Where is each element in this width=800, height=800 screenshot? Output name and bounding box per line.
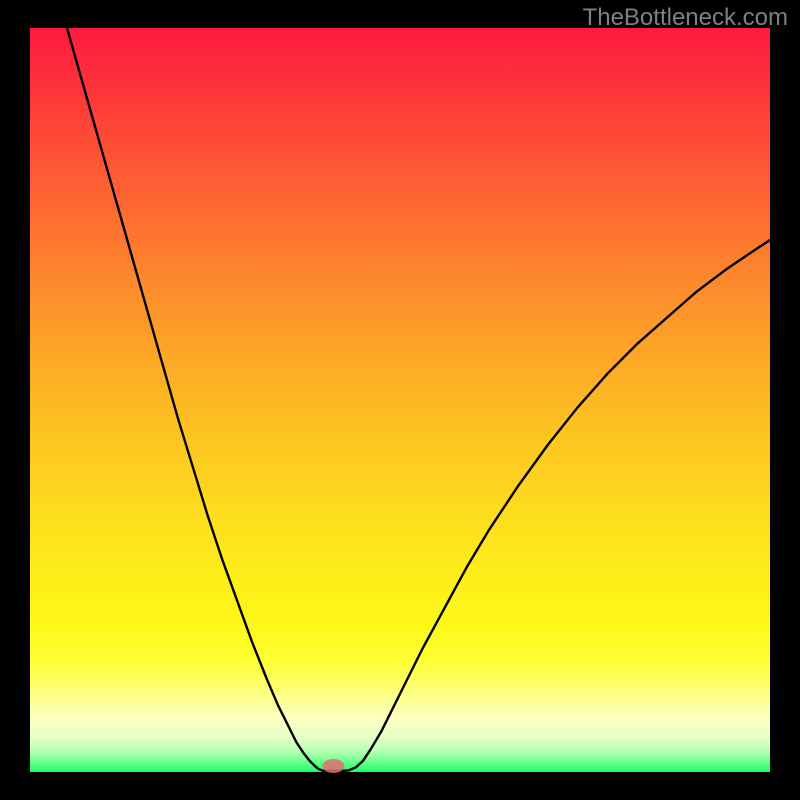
plot-background — [30, 28, 770, 772]
optimal-marker — [322, 759, 344, 773]
watermark-text: TheBottleneck.com — [583, 4, 788, 32]
bottleneck-chart — [0, 0, 800, 800]
